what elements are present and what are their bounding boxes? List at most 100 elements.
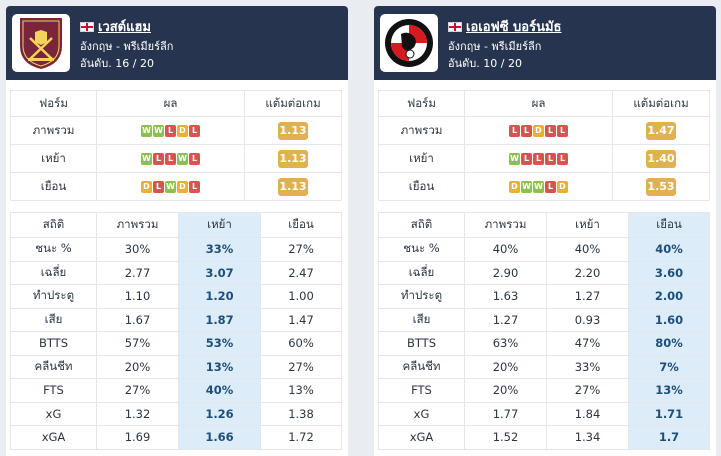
- result-badge: L: [165, 153, 176, 165]
- league-label: อังกฤษ - พรีเมียร์ลีก: [448, 40, 542, 53]
- stat-row: ทำประตู 1.10 1.20 1.00: [10, 284, 342, 309]
- stat-overall-value: 20%: [464, 354, 547, 379]
- bournemouth-crest-icon[interactable]: [380, 14, 438, 72]
- result-badge: L: [557, 153, 568, 165]
- stat-away-value: 13%: [260, 378, 342, 403]
- team-card-away: เอเอฟซี บอร์นมัธ อังกฤษ - พรีเมียร์ลีก อ…: [374, 6, 716, 456]
- stat-label: ทำประตู: [378, 284, 465, 309]
- result-badge: L: [521, 125, 532, 137]
- ppg-badge: 1.40: [646, 149, 676, 168]
- col-header-stat: สถิติ: [10, 212, 97, 238]
- team-name-link[interactable]: เอเอฟซี บอร์นมัธ: [466, 20, 562, 35]
- stat-home-value: 1.20: [178, 284, 261, 309]
- stat-away-value: 3.60: [628, 260, 710, 285]
- result-badge: L: [545, 153, 556, 165]
- form-row-label: ภาพรวม: [378, 116, 465, 145]
- ppg-badge: 1.13: [278, 177, 308, 196]
- stats-body: ชนะ % 40% 40% 40% เฉลี่ย 2.90 2.20 3.60 ทำประตู 1…: [378, 237, 710, 450]
- stat-away-value: 2.00: [628, 284, 710, 309]
- col-header-ppg: แต้มต่อเกม: [612, 90, 710, 117]
- stat-row: เสีย 1.27 0.93 1.60: [378, 307, 710, 332]
- stat-label: BTTS: [10, 331, 97, 356]
- ppg-cell: 1.47: [612, 116, 710, 145]
- col-header-form: ฟอร์ม: [378, 90, 465, 117]
- result-badge: L: [557, 125, 568, 137]
- stat-label: BTTS: [378, 331, 465, 356]
- team-header: เอเอฟซี บอร์นมัธ อังกฤษ - พรีเมียร์ลีก อ…: [374, 6, 716, 80]
- stat-row: เฉลี่ย 2.90 2.20 3.60: [378, 260, 710, 285]
- stat-row: xGA 1.52 1.34 1.7: [378, 425, 710, 450]
- col-header-results: ผล: [464, 90, 613, 117]
- result-badge: L: [533, 153, 544, 165]
- result-badge: L: [509, 125, 520, 137]
- col-header-form: ฟอร์ม: [10, 90, 97, 117]
- team-name-link[interactable]: เวสต์แฮม: [98, 20, 152, 35]
- result-badge: D: [141, 181, 152, 193]
- result-badge: L: [189, 125, 200, 137]
- stat-home-value: 1.66: [178, 425, 261, 450]
- stat-row: คลีนชีท 20% 33% 7%: [378, 354, 710, 379]
- stat-label: FTS: [378, 378, 465, 403]
- stat-home-value: 0.93: [546, 307, 629, 332]
- ppg-badge: 1.13: [278, 149, 308, 168]
- england-flag-icon: [80, 21, 94, 32]
- result-badge: W: [177, 153, 188, 165]
- stat-label: ชนะ %: [378, 237, 465, 262]
- stat-home-value: 33%: [546, 354, 629, 379]
- form-row-label: เยือน: [378, 172, 465, 201]
- stat-label: เสีย: [378, 307, 465, 332]
- result-badge: L: [153, 181, 164, 193]
- stat-row: BTTS 63% 47% 80%: [378, 331, 710, 356]
- stat-overall-value: 1.69: [96, 425, 179, 450]
- stat-label: xGA: [378, 425, 465, 450]
- result-badge: D: [533, 125, 544, 137]
- stat-label: xGA: [10, 425, 97, 450]
- stat-overall-value: 1.77: [464, 401, 547, 426]
- stat-overall-value: 1.27: [464, 307, 547, 332]
- col-header-home: เหย้า: [546, 212, 629, 238]
- stat-home-value: 40%: [178, 378, 261, 403]
- stat-overall-value: 40%: [464, 237, 547, 262]
- stat-away-value: 7%: [628, 354, 710, 379]
- team-header: เวสต์แฮม อังกฤษ - พรีเมียร์ลีก อันดับ. 1…: [6, 6, 348, 80]
- stat-away-value: 1.38: [260, 401, 342, 426]
- west-ham-crest-icon[interactable]: [12, 14, 70, 72]
- stat-away-value: 27%: [260, 237, 342, 262]
- result-badge: L: [521, 153, 532, 165]
- result-badge: W: [141, 153, 152, 165]
- stat-home-value: 47%: [546, 331, 629, 356]
- ppg-badge: 1.47: [646, 121, 676, 140]
- form-row-label: ภาพรวม: [10, 116, 97, 145]
- stat-overall-value: 1.10: [96, 284, 179, 309]
- result-badge: W: [141, 125, 152, 137]
- stat-overall-value: 2.77: [96, 260, 179, 285]
- stat-overall-value: 1.67: [96, 307, 179, 332]
- stat-label: ทำประตู: [10, 284, 97, 309]
- stat-overall-value: 1.52: [464, 425, 547, 450]
- result-badge: L: [165, 125, 176, 137]
- stat-row: ชนะ % 40% 40% 40%: [378, 237, 710, 262]
- col-header-away: เยือน: [260, 212, 342, 238]
- stat-home-value: 3.07: [178, 260, 261, 285]
- result-badge: W: [521, 181, 532, 193]
- stat-label: คลีนชีท: [10, 354, 97, 379]
- ppg-cell: 1.13: [244, 116, 342, 145]
- england-flag-icon: [448, 21, 462, 32]
- form-row-label: เยือน: [10, 172, 97, 201]
- stat-row: FTS 27% 40% 13%: [10, 378, 342, 403]
- rank-label: อันดับ. 10 / 20: [448, 57, 522, 70]
